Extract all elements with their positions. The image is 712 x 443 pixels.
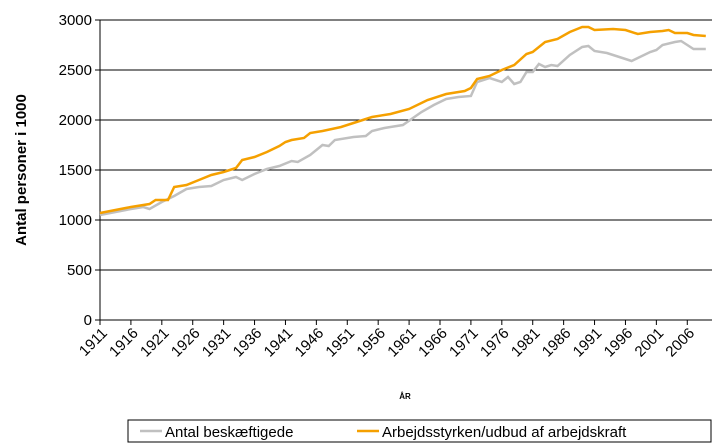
x-tick-label: 1941 — [261, 325, 297, 361]
legend-label: Arbejdsstyrken/udbud af arbejdskraft — [382, 424, 627, 441]
x-tick-label: 1951 — [322, 325, 358, 361]
x-tick-label: 1911 — [76, 325, 111, 360]
x-tick-label: 2006 — [662, 325, 698, 361]
x-tick-label: 1981 — [508, 325, 544, 361]
y-tick-label: 2000 — [59, 112, 92, 129]
x-tick-label: 1961 — [384, 325, 420, 361]
x-tick-label: 1976 — [477, 325, 513, 361]
series-line — [99, 39, 706, 217]
y-tick-label: 1500 — [59, 162, 92, 179]
y-tick-label: 1000 — [59, 212, 92, 229]
y-tick-label: 2500 — [59, 62, 92, 79]
x-tick-label: 1936 — [230, 325, 266, 361]
x-tick-label: 2001 — [632, 325, 668, 361]
x-tick-label: 1971 — [446, 325, 482, 361]
y-tick-label: 0 — [84, 312, 92, 329]
x-tick-label: 1991 — [570, 325, 606, 361]
x-tick-label: 1996 — [601, 325, 637, 361]
series-line — [99, 25, 706, 215]
x-tick-label: 1921 — [137, 325, 173, 361]
x-tick-label: 1931 — [199, 325, 235, 361]
y-axis-label: Antal personer i 1000 — [13, 94, 30, 246]
x-tick-label: 1956 — [353, 325, 389, 361]
legend-box — [127, 419, 712, 443]
x-tick-label: 1966 — [415, 325, 451, 361]
y-tick-label: 3000 — [59, 12, 92, 29]
x-tick-label: 1926 — [168, 325, 204, 361]
x-tick-label: 1916 — [106, 325, 142, 361]
x-tick-label: 1946 — [292, 325, 328, 361]
legend-label: Antal beskæftigede — [165, 424, 293, 441]
x-axis-label: ÅR — [399, 392, 411, 401]
y-tick-label: 500 — [67, 262, 92, 279]
x-tick-label: 1986 — [539, 325, 575, 361]
